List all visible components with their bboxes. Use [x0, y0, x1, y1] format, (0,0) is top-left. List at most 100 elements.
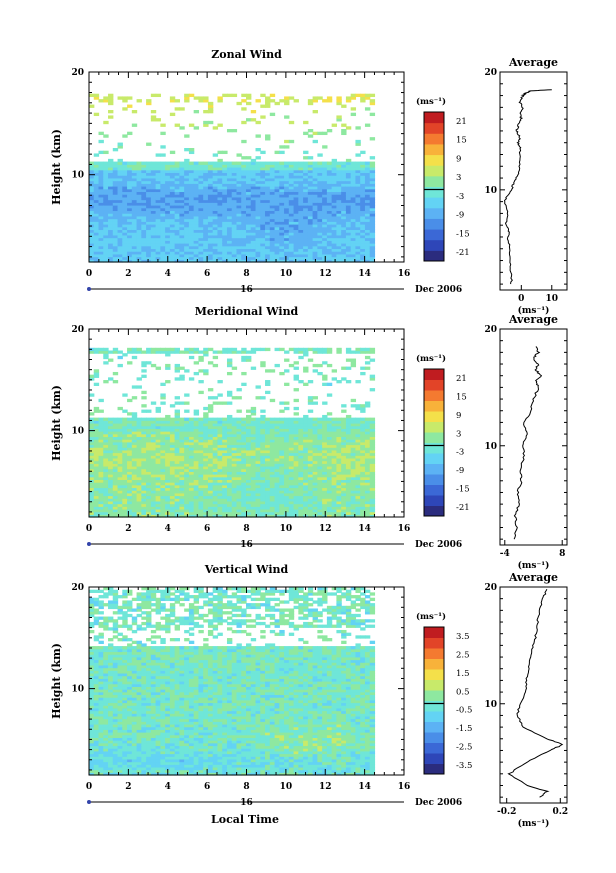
- colorbar-segment: [424, 154, 444, 166]
- heatmap-cell: [127, 259, 133, 263]
- heatmap-cell: [127, 226, 133, 231]
- heatmap-cell: [288, 465, 295, 470]
- heatmap-cell: [317, 441, 323, 446]
- heatmap-cell: [317, 164, 323, 168]
- heatmap-cell: [250, 237, 257, 241]
- heatmap-cell: [222, 234, 228, 239]
- heatmap-cell: [122, 221, 128, 225]
- heatmap-cell: [136, 183, 142, 187]
- heatmap-cell: [89, 500, 95, 505]
- heatmap-cell: [336, 161, 342, 165]
- heatmap-cell: [98, 476, 104, 480]
- heatmap-cell: [250, 221, 257, 225]
- heatmap-cell: [155, 251, 161, 255]
- heatmap-cell: [108, 452, 114, 456]
- heatmap-cell: [260, 447, 266, 451]
- heatmap-cell: [136, 232, 142, 236]
- heatmap-cell: [265, 251, 271, 255]
- heatmap-cell: [336, 205, 342, 209]
- heatmap-cell: [303, 369, 309, 373]
- heatmap-cell: [265, 196, 271, 201]
- heatmap-cell: [146, 186, 152, 190]
- heatmap-cell: [127, 161, 133, 165]
- heatmap-cell: [193, 180, 200, 184]
- heatmap-cell: [331, 490, 338, 494]
- heatmap-cell: [360, 177, 366, 182]
- heatmap-cell: [98, 131, 104, 136]
- heatmap-cell: [241, 196, 247, 201]
- heatmap-cell: [217, 463, 223, 467]
- heatmap-cell: [117, 226, 123, 231]
- heatmap-cell: [326, 482, 333, 486]
- heatmap-cell: [317, 511, 323, 515]
- heatmap-cell: [293, 256, 299, 260]
- heatmap-cell: [112, 205, 119, 209]
- heatmap-cell: [355, 221, 361, 225]
- heatmap-cell: [193, 96, 200, 100]
- heatmap-cell: [322, 202, 328, 206]
- heatmap-cell: [131, 251, 138, 255]
- heatmap-cell: [331, 506, 338, 510]
- heatmap-cell: [146, 471, 152, 475]
- heatmap-cell: [288, 161, 295, 165]
- heatmap-cell: [336, 423, 342, 427]
- heatmap-cell: [89, 194, 95, 198]
- heatmap-cell: [98, 508, 104, 513]
- heatmap-cell: [217, 99, 223, 103]
- heatmap-cell: [165, 251, 171, 255]
- heatmap-cell: [236, 409, 242, 413]
- heatmap-cell: [265, 188, 271, 193]
- heatmap-cell: [298, 215, 304, 220]
- heatmap-cell: [165, 444, 171, 448]
- heatmap-cell: [364, 188, 371, 193]
- heatmap-cell: [207, 196, 214, 201]
- heatmap-cell: [250, 455, 257, 459]
- heatmap-cell: [222, 224, 228, 228]
- heatmap-cell: [112, 474, 119, 478]
- heatmap-cell: [322, 482, 328, 486]
- heatmap-cell: [274, 218, 280, 222]
- heatmap-cell: [217, 492, 223, 497]
- heatmap-cell: [345, 205, 352, 209]
- heatmap-cell: [364, 251, 371, 255]
- heatmap-cell: [279, 240, 285, 244]
- heatmap-cell: [298, 487, 304, 491]
- heatmap-cell: [112, 514, 119, 518]
- heatmap-cell: [350, 444, 357, 448]
- heatmap-cell: [188, 436, 195, 440]
- heatmap-cell: [269, 476, 276, 480]
- heatmap-cell: [222, 188, 228, 193]
- heatmap-cell: [288, 425, 295, 429]
- heatmap-cell: [255, 99, 261, 103]
- heatmap-cell: [226, 495, 233, 499]
- heatmap-cell: [345, 358, 352, 362]
- heatmap-cell: [198, 237, 204, 241]
- heatmap-cell: [203, 167, 209, 171]
- heatmap-cell: [269, 175, 276, 179]
- heatmap-cell: [255, 439, 261, 443]
- heatmap-cell: [141, 218, 147, 222]
- heatmap-cell: [93, 428, 100, 432]
- heatmap-cell: [226, 169, 233, 174]
- heatmap-cell: [174, 452, 180, 456]
- heatmap-cell: [260, 93, 266, 98]
- heatmap-cell: [345, 506, 352, 510]
- heatmap-cell: [179, 433, 185, 438]
- heatmap-cell: [345, 492, 352, 497]
- heatmap-cell: [198, 188, 204, 193]
- heatmap-cell: [279, 183, 285, 187]
- heatmap-cell: [241, 224, 247, 228]
- heatmap-cell: [360, 226, 366, 231]
- heatmap-cell: [174, 465, 180, 470]
- heatmap-cell: [331, 186, 338, 190]
- heatmap-cell: [141, 514, 147, 518]
- heatmap-cell: [293, 221, 299, 225]
- heatmap-cell: [222, 439, 228, 443]
- heatmap-cell: [369, 256, 376, 260]
- heatmap-cell: [331, 253, 338, 258]
- heatmap-cell: [93, 465, 100, 470]
- heatmap-cell: [288, 248, 295, 252]
- panel-title: Meridional Wind: [195, 305, 299, 318]
- heatmap-cell: [131, 210, 138, 214]
- heatmap-cell: [93, 436, 100, 440]
